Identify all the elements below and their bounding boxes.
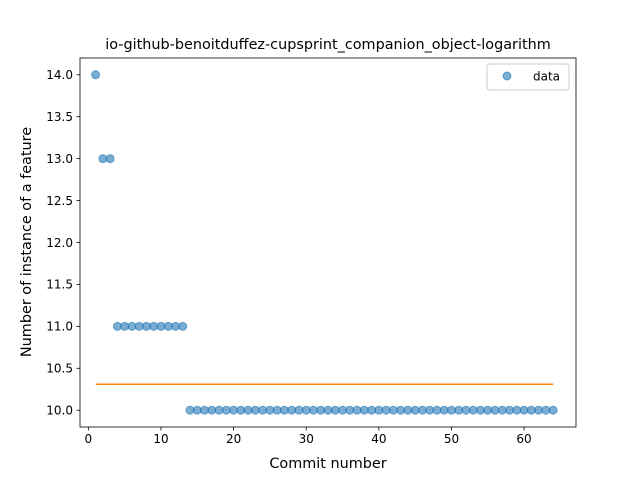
data-point [91,70,101,80]
x-tick-label: 10 [153,432,168,446]
y-tick-label: 11.0 [46,320,73,334]
y-tick-label: 12.5 [46,194,73,208]
legend-box [486,63,570,91]
x-axis-label: Commit number [269,456,386,472]
x-tick-label: 40 [371,432,386,446]
x-tick-label: 30 [299,432,314,446]
y-tick-label: 14.0 [46,68,73,82]
y-tick-label: 13.0 [46,152,73,166]
y-tick-label: 10.0 [46,404,73,418]
axes-layer: 0 10 20 30 40 50 60 10.0 10.5 11.0 11.5 12.0 12.5 13.… [46,57,577,446]
data-point [178,321,188,331]
y-axis-label: Number of instance of a feature [19,127,35,357]
y-tick-label: 10.5 [46,362,73,376]
legend-marker-data [502,71,512,81]
data-point [548,405,558,415]
x-tick-label: 20 [226,432,241,446]
y-tick-label: 12.0 [46,236,73,250]
legend: data [486,63,570,91]
legend-label-data: data [533,70,560,84]
y-tick-label: 13.5 [46,110,73,124]
x-tick-label: 0 [85,432,93,446]
data-point [105,154,115,164]
chart-title: io-github-benoitduffez-cupsprint_compani… [105,37,551,53]
plot-layer [91,70,558,415]
x-tick-label: 60 [516,432,531,446]
x-tick-label: 50 [444,432,459,446]
y-tick-label: 11.5 [46,278,73,292]
